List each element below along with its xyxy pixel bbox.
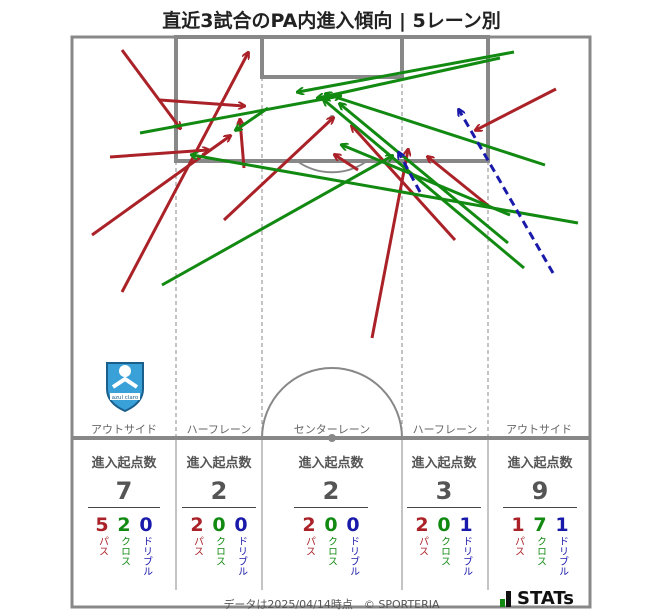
footer-note: データは2025/04/14時点 © SPORTERIA (223, 598, 440, 611)
cross-label: クロス (213, 536, 225, 566)
page-title: 直近3試合のPA内進入傾向 | 5レーン別 (162, 10, 501, 32)
pass-arrow (120, 49, 180, 128)
pass-label: パス (191, 536, 203, 556)
pass-label: パス (96, 536, 108, 556)
stats-logo: STATs (500, 588, 574, 609)
lane-label: ハーフレーン (186, 423, 252, 436)
center-circle (261, 367, 403, 439)
dribble-arrow (399, 153, 422, 193)
pass-arrow (335, 155, 359, 172)
cross-arrow (324, 100, 525, 270)
dribble-arrows (399, 110, 555, 274)
dribble-count: 0 (139, 514, 153, 536)
cross-count: 0 (324, 514, 338, 536)
pass-arrow (91, 136, 230, 237)
dribble-count: 0 (234, 514, 248, 536)
pass-arrow (370, 150, 408, 339)
pass-arrow (120, 53, 248, 293)
cross-arrow (139, 96, 340, 135)
pass-arrow (352, 126, 457, 242)
cross-label: クロス (325, 536, 337, 566)
stats-mark-icon (500, 590, 514, 607)
cross-count: 7 (533, 514, 547, 536)
club-logo-text: azul claro (112, 395, 139, 401)
dribble-label: ドリブル (556, 536, 568, 576)
cross-label: クロス (438, 536, 450, 566)
cross-arrow (192, 155, 579, 225)
goal-area (260, 35, 404, 79)
cross-count: 0 (437, 514, 451, 536)
cross-arrow (342, 145, 511, 217)
lane-stats-half-left: 進入起点数 2 2 パス 0 クロス 0 ドリブル (182, 452, 256, 576)
stat-header: 進入起点数 (411, 456, 477, 471)
cross-arrow (318, 56, 501, 98)
dribble-count: 0 (346, 514, 360, 536)
dribble-count: 1 (459, 514, 473, 536)
cross-arrow (340, 104, 509, 245)
pass-label: パス (416, 536, 428, 556)
pass-label: パス (303, 536, 315, 556)
pass-label: パス (512, 536, 524, 556)
pass-arrows (91, 49, 557, 339)
pass-count: 5 (95, 514, 109, 536)
pass-count: 2 (415, 514, 429, 536)
dribble-label: ドリブル (140, 536, 152, 576)
lane-stats-outside-left: 進入起点数 7 5 パス 2 クロス 0 ドリブル (88, 452, 160, 576)
pass-count: 2 (302, 514, 316, 536)
lane-label: アウトサイド (506, 423, 572, 436)
cross-arrow (326, 94, 546, 167)
lane-stats-center: 進入起点数 2 2 パス 0 クロス 0 ドリブル (294, 452, 368, 576)
stat-total: 3 (407, 477, 481, 508)
center-spot (328, 434, 336, 442)
stats-logo-text: STATs (517, 588, 574, 609)
pass-count: 1 (511, 514, 525, 536)
dribble-label: ドリブル (460, 536, 472, 576)
lane-stats-half-right: 進入起点数 3 2 パス 0 クロス 1 ドリブル (407, 452, 481, 576)
cross-label: クロス (118, 536, 130, 566)
penalty-arc (296, 160, 368, 174)
stat-total: 9 (503, 477, 577, 508)
pass-arrow (476, 87, 557, 130)
lane-label: センターレーン (293, 423, 371, 436)
pass-arrow (428, 157, 491, 209)
lane-label: ハーフレーン (412, 423, 478, 436)
stat-header: 進入起点数 (507, 456, 573, 471)
cross-label: クロス (534, 536, 546, 566)
stat-header: 進入起点数 (186, 456, 252, 471)
stat-total: 2 (294, 477, 368, 508)
dribble-count: 1 (555, 514, 569, 536)
cross-arrow (236, 106, 269, 130)
stat-total: 2 (182, 477, 256, 508)
dribble-label: ドリブル (347, 536, 359, 576)
cross-arrows (139, 50, 579, 287)
stat-total: 7 (88, 477, 160, 508)
pass-count: 2 (190, 514, 204, 536)
club-logo-icon: azul claro (106, 362, 144, 413)
dribble-label: ドリブル (235, 536, 247, 576)
cross-count: 2 (117, 514, 131, 536)
lane-label: アウトサイド (91, 423, 157, 436)
lane-stats-outside-right: 進入起点数 9 1 パス 7 クロス 1 ドリブル (503, 452, 577, 576)
dribble-arrow (459, 110, 555, 274)
cross-arrow (298, 50, 515, 92)
pass-arrow (159, 98, 244, 106)
stat-header: 進入起点数 (91, 456, 157, 471)
cross-arrow (161, 156, 392, 287)
stat-header: 進入起点数 (298, 456, 364, 471)
cross-count: 0 (212, 514, 226, 536)
